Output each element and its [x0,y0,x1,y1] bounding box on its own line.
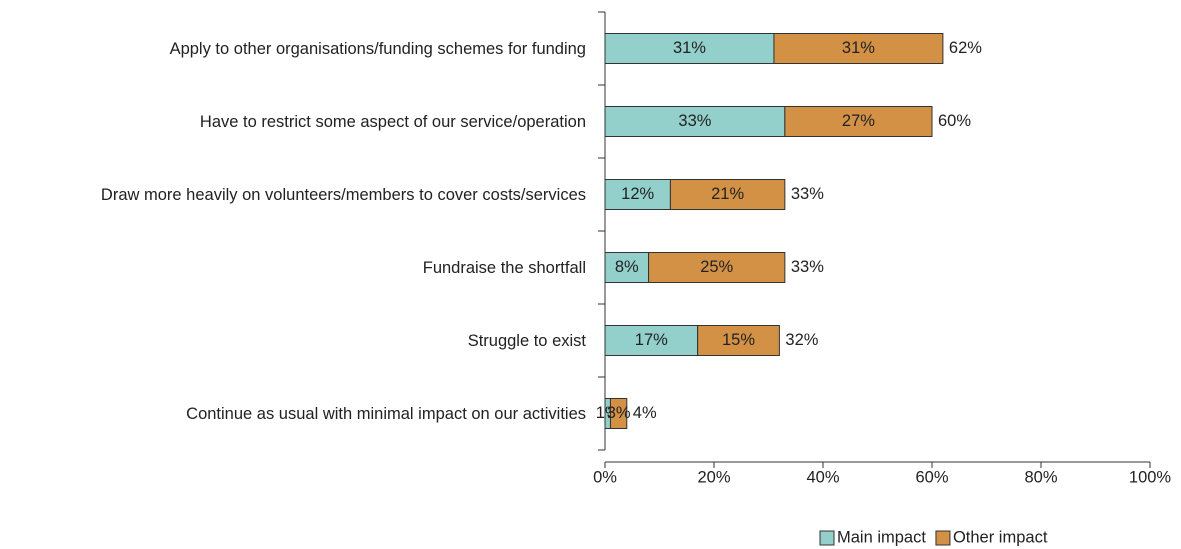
category-text: Continue as usual with minimal impact on… [186,404,586,423]
total-label: 33% [791,185,824,203]
segment-label: 15% [722,331,755,349]
category-text: Have to restrict some aspect of our serv… [199,112,586,131]
x-tick-label: 0% [593,468,617,486]
x-tick-label: 40% [806,468,839,486]
segment-label: 31% [673,39,706,57]
x-tick-label: 60% [915,468,948,486]
legend-label: Other impact [953,528,1048,546]
total-label: 32% [785,331,818,349]
segment-label: 3% [607,404,631,422]
bar-segment [648,252,786,283]
x-tick-label: 20% [697,468,730,486]
category-label: Fundraise the shortfall [0,238,586,298]
bar-segment [604,179,671,210]
bar-segment [604,33,775,64]
category-text: Apply to other organisations/funding sch… [169,39,586,58]
category-text: Draw more heavily on volunteers/members … [100,185,586,204]
x-tick-label: 100% [1129,468,1172,486]
segment-label: 31% [842,39,875,57]
total-label: 33% [791,258,824,276]
category-label: Draw more heavily on volunteers/members … [0,165,586,225]
total-label: 62% [949,39,982,57]
segment-label: 33% [678,112,711,130]
segment-label: 25% [700,258,733,276]
segment-label: 17% [635,331,668,349]
segment-label: 21% [711,185,744,203]
category-label: Have to restrict some aspect of our serv… [0,92,586,152]
segment-label: 12% [621,185,654,203]
segment-label: 8% [615,258,639,276]
legend-label: Main impact [837,528,926,546]
bar-segment [784,106,933,137]
bar-segment [604,252,650,283]
bar-segment [609,398,628,429]
category-label: Struggle to exist [0,311,586,371]
category-text: Fundraise the shortfall [422,258,586,277]
legend-swatch [935,530,951,546]
category-label: Apply to other organisations/funding sch… [0,19,586,79]
total-label: 4% [633,404,657,422]
bar-segment [773,33,944,64]
total-label: 60% [938,112,971,130]
x-tick-label: 80% [1024,468,1057,486]
bar-segment [604,325,699,356]
category-label: Continue as usual with minimal impact on… [0,384,586,444]
bar-segment [604,106,786,137]
bar-segment [697,325,780,356]
bar-segment [669,179,786,210]
segment-label: 27% [842,112,875,130]
legend-swatch [819,530,835,546]
category-text: Struggle to exist [467,331,586,350]
